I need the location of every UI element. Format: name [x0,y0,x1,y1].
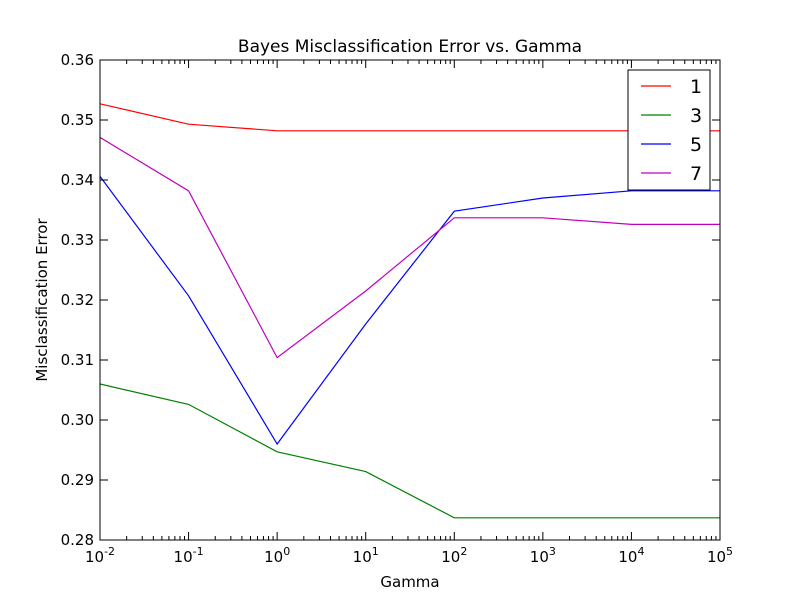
x-tick-label: 104 [618,545,644,566]
plot-area [100,103,720,519]
series-line-3 [100,383,720,519]
x-tick-label: 10-1 [174,545,204,566]
x-tick-label: 10-2 [85,545,115,566]
x-tick-label: 105 [707,545,733,566]
legend-label-7: 7 [690,163,702,185]
x-tick-label: 100 [264,545,290,566]
y-tick-label: 0.35 [61,111,94,129]
chart-title: Bayes Misclassification Error vs. Gamma [238,37,582,57]
legend: 1 3 5 7 [627,69,711,191]
axes: 10-2 10-1 100 101 102 103 104 105 0.28 0.29 0.30 0.… [61,51,733,566]
y-axis-label: Misclassification Error [33,218,51,382]
x-axis-label: Gamma [380,573,439,591]
y-tick-label: 0.29 [61,471,94,489]
series-group [100,103,720,519]
y-tick-label: 0.33 [61,231,94,249]
legend-label-3: 3 [690,105,702,127]
series-line-7 [100,136,720,359]
y-tick-label: 0.30 [61,411,94,429]
legend-box [627,69,711,191]
series-line-1 [100,103,720,132]
x-tick-label: 102 [441,545,467,566]
legend-label-1: 1 [690,76,702,98]
y-tick-label: 0.28 [61,531,94,549]
legend-label-5: 5 [690,134,702,156]
x-tick-label: 101 [353,545,379,566]
series-line-5 [100,176,720,446]
x-tick-label: 103 [530,545,556,566]
y-tick-label: 0.34 [61,171,94,189]
y-tick-label: 0.36 [61,51,94,69]
axes-frame [99,59,721,541]
y-tick-label: 0.32 [61,291,94,309]
y-tick-label: 0.31 [61,351,94,369]
